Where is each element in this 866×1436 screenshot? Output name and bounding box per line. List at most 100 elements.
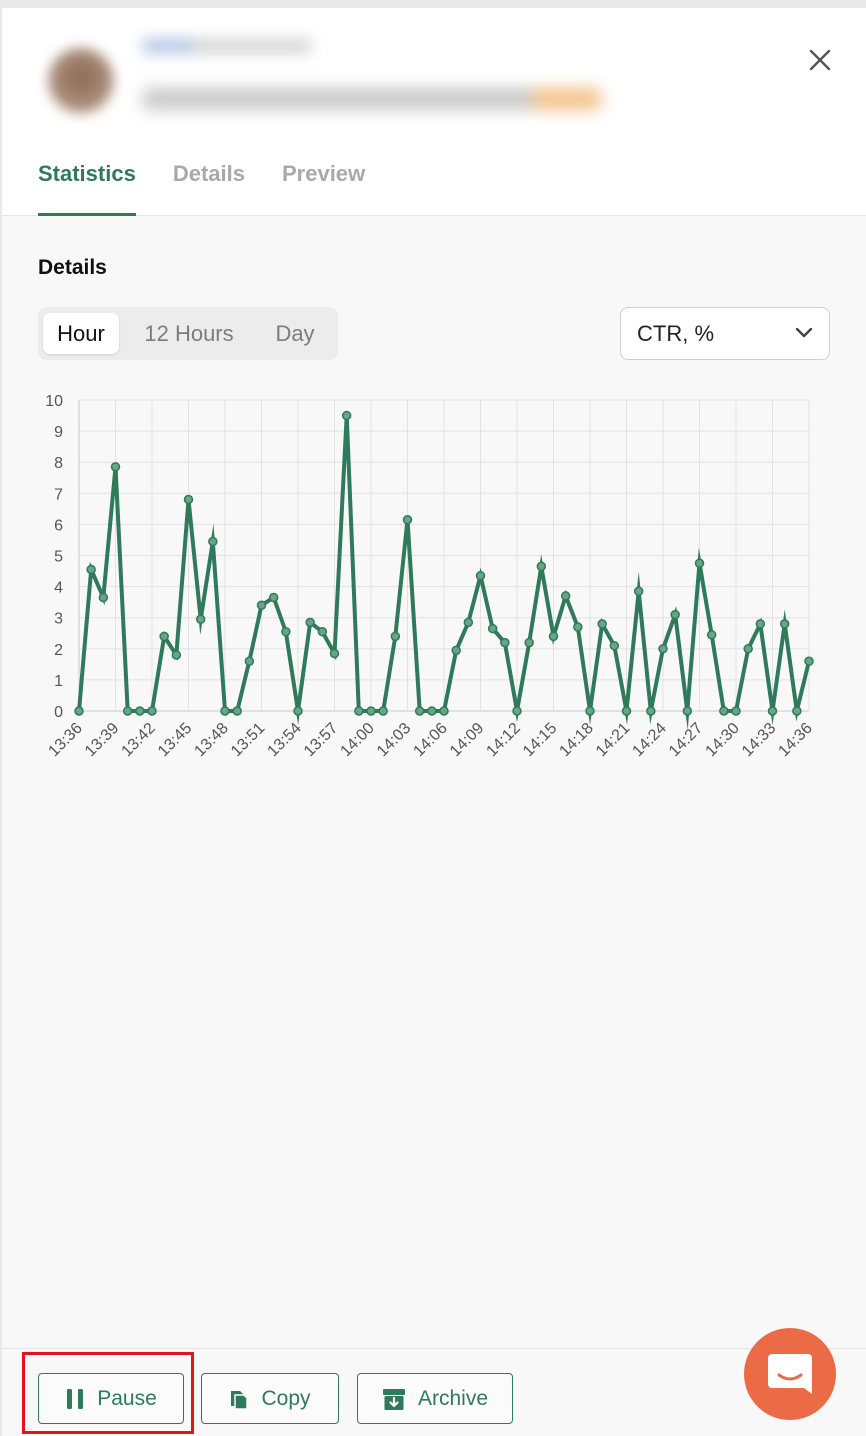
data-point [731, 706, 741, 716]
data-point [147, 706, 157, 716]
archive-icon [382, 1388, 405, 1410]
y-tick-label: 2 [54, 642, 63, 659]
y-tick-label: 0 [54, 704, 63, 721]
x-tick-label: 13:42 [118, 720, 158, 760]
redacted-subtitle [142, 88, 602, 110]
panel-header: Statistics Details Preview [2, 8, 866, 216]
pause-icon [67, 1388, 84, 1409]
data-point [719, 706, 729, 716]
data-point [524, 637, 534, 648]
data-point [414, 706, 425, 716]
x-tick-label: 14:27 [666, 720, 706, 760]
x-tick-label: 13:39 [82, 720, 122, 760]
data-point [135, 706, 145, 716]
data-point [633, 586, 644, 597]
period-12-hours[interactable]: 12 Hours [144, 320, 234, 346]
data-point [427, 706, 437, 716]
data-point [390, 631, 401, 642]
data-point [281, 626, 291, 637]
data-point [402, 514, 413, 525]
action-footer: Pause Copy Archive [2, 1348, 866, 1436]
close-icon [809, 49, 831, 71]
data-point [804, 656, 814, 666]
data-point [195, 614, 206, 625]
data-point [573, 622, 583, 632]
x-tick-label: 14:12 [483, 720, 523, 760]
x-tick-label: 14:15 [520, 720, 560, 760]
tab-details[interactable]: Details [172, 161, 245, 186]
period-hour[interactable]: Hour [43, 313, 119, 354]
copy-icon [231, 1390, 249, 1410]
data-point [463, 617, 474, 628]
data-point [98, 592, 109, 603]
data-point [767, 706, 778, 716]
data-point [244, 656, 255, 666]
x-tick-label: 14:36 [775, 720, 815, 760]
data-point [792, 706, 802, 716]
data-point [183, 494, 194, 505]
data-point [621, 706, 632, 716]
data-point [329, 648, 340, 659]
data-point [536, 561, 547, 572]
chevron-down-icon [795, 327, 813, 338]
data-point [256, 600, 267, 611]
data-point [220, 706, 230, 716]
x-tick-label: 13:36 [45, 720, 85, 760]
data-point [682, 706, 693, 716]
data-point [500, 637, 510, 648]
metric-select-value: CTR, % [637, 320, 714, 346]
pause-button[interactable]: Pause [38, 1373, 184, 1424]
data-point [159, 631, 169, 642]
y-tick-label: 4 [54, 580, 63, 597]
y-tick-label: 3 [54, 611, 63, 628]
data-point [305, 617, 315, 628]
copy-button[interactable]: Copy [201, 1373, 339, 1424]
data-point [694, 558, 705, 569]
tab-bar: Statistics Details Preview [38, 158, 365, 216]
data-point [86, 564, 96, 575]
data-point [110, 462, 121, 472]
x-tick-label: 14:21 [593, 720, 633, 760]
data-point [293, 706, 303, 716]
data-point [475, 570, 486, 581]
close-button[interactable] [802, 42, 838, 78]
copy-label: Copy [261, 1386, 311, 1410]
pause-label: Pause [97, 1386, 157, 1410]
y-tick-label: 5 [54, 549, 63, 566]
metric-select[interactable]: CTR, % [620, 307, 830, 360]
avatar [48, 48, 114, 114]
data-point [585, 706, 595, 716]
x-tick-label: 13:51 [228, 720, 268, 760]
redacted-title [142, 38, 312, 54]
period-day[interactable]: Day [275, 320, 315, 346]
data-point [317, 626, 328, 637]
x-tick-label: 14:24 [629, 720, 669, 760]
data-point [366, 706, 376, 716]
archive-label: Archive [417, 1386, 489, 1410]
data-point [609, 640, 620, 651]
section-title: Details [38, 256, 107, 279]
chat-launcher-button[interactable] [744, 1328, 836, 1420]
y-tick-label: 10 [45, 393, 63, 410]
tab-preview[interactable]: Preview [281, 161, 366, 186]
x-tick-label: 13:54 [264, 720, 304, 760]
x-tick-label: 14:30 [702, 720, 742, 760]
data-point [378, 706, 388, 716]
data-point [658, 644, 668, 654]
x-tick-label: 14:18 [556, 720, 596, 760]
tab-statistics[interactable]: Statistics [38, 158, 136, 216]
data-point [232, 706, 242, 716]
data-point [268, 592, 279, 603]
data-point [670, 609, 680, 620]
archive-button[interactable]: Archive [357, 1373, 513, 1424]
x-tick-label: 14:00 [337, 720, 377, 760]
y-tick-label: 6 [54, 517, 63, 534]
data-point [560, 591, 571, 601]
data-point [341, 410, 352, 421]
y-tick-label: 9 [54, 424, 63, 441]
data-point [755, 619, 766, 629]
campaign-panel: Statistics Details Preview Details Hour … [2, 8, 866, 1436]
x-tick-label: 13:48 [191, 720, 231, 760]
data-point [208, 536, 218, 547]
